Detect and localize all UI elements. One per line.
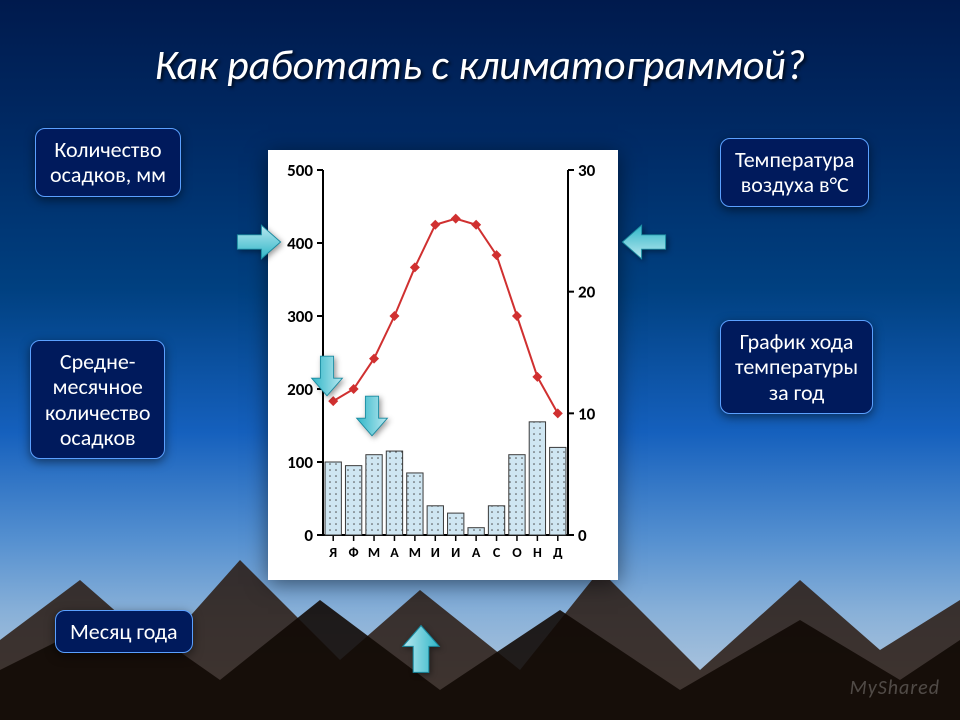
page-title: Как работать с климатограммой? <box>0 40 960 91</box>
svg-text:300: 300 <box>287 306 313 327</box>
arrow-to-left-axis <box>235 218 283 266</box>
svg-text:И: И <box>431 544 440 561</box>
svg-text:0: 0 <box>578 525 587 546</box>
svg-text:С: С <box>493 544 501 561</box>
arrow-to-bar-2 <box>350 390 394 442</box>
label-temp-axis: Температуравоздуха в°С <box>720 138 869 207</box>
svg-text:0: 0 <box>304 525 313 546</box>
arrow-to-right-axis <box>620 218 668 266</box>
label-precip-axis: Количествоосадков, мм <box>35 128 181 197</box>
svg-text:10: 10 <box>578 403 596 424</box>
svg-text:Н: Н <box>533 544 542 561</box>
svg-text:Ф: Ф <box>349 544 359 561</box>
svg-text:А: А <box>390 544 399 561</box>
label-month-axis: Месяц года <box>55 610 193 653</box>
svg-text:Д: Д <box>553 544 563 561</box>
svg-text:И: И <box>451 544 460 561</box>
label-monthly-precip: Средне-месячноеколичествоосадков <box>30 340 165 459</box>
svg-text:Я: Я <box>328 544 337 561</box>
svg-text:А: А <box>472 544 481 561</box>
svg-text:20: 20 <box>578 282 596 303</box>
arrow-to-months <box>395 620 447 678</box>
label-temp-curve: График ходатемпературыза год <box>720 320 873 414</box>
watermark: MyShared <box>850 676 940 700</box>
svg-text:М: М <box>409 544 421 561</box>
svg-text:30: 30 <box>578 160 596 181</box>
svg-text:100: 100 <box>287 452 313 473</box>
svg-text:О: О <box>512 544 522 561</box>
arrow-to-bar-1 <box>305 350 349 402</box>
svg-text:400: 400 <box>287 233 313 254</box>
svg-text:М: М <box>368 544 380 561</box>
svg-text:500: 500 <box>287 160 313 181</box>
